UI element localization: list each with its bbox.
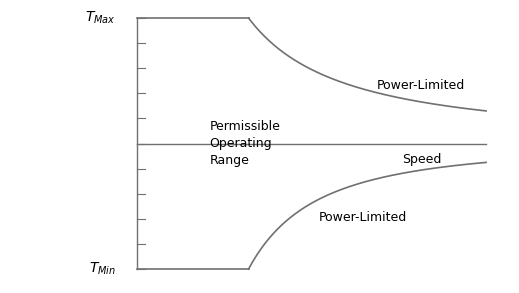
Text: Permissible
Operating
Range: Permissible Operating Range [210, 120, 281, 167]
Text: $T_{Min}$: $T_{Min}$ [89, 261, 116, 277]
Text: Power-Limited: Power-Limited [377, 79, 465, 92]
Text: Speed: Speed [402, 153, 442, 166]
Text: Power-Limited: Power-Limited [319, 211, 407, 224]
Text: $T_{Max}$: $T_{Max}$ [85, 10, 116, 26]
